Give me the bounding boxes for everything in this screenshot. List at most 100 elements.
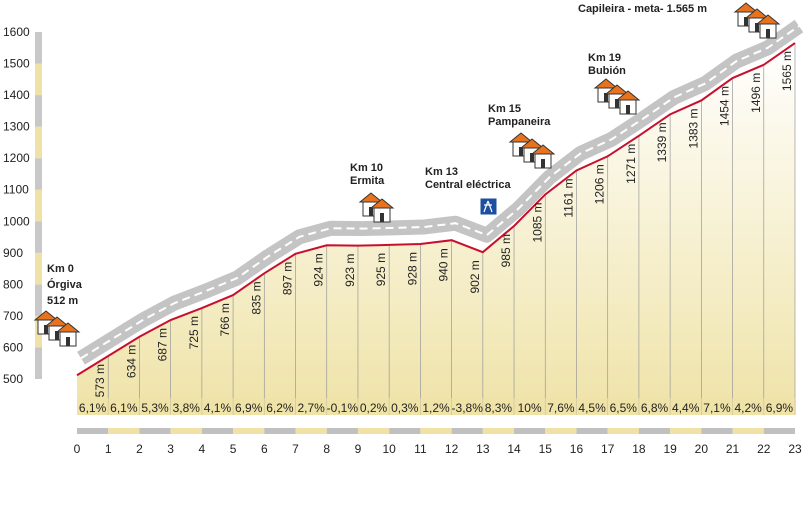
grade-label: 6,2% (266, 401, 294, 415)
x-axis-segment (233, 428, 265, 434)
x-axis-segment (763, 428, 795, 434)
area-fill (77, 43, 795, 416)
grade-label: 0,3% (391, 401, 419, 415)
x-tick-label: 20 (695, 442, 709, 456)
elevation-label: 687 m (156, 328, 170, 361)
house-roof (733, 2, 759, 13)
annotation: Km 10 (350, 162, 383, 174)
elevation-label: 985 m (499, 234, 513, 267)
x-tick-label: 4 (199, 442, 206, 456)
x-axis-segment (670, 428, 702, 434)
x-axis-segment (139, 428, 171, 434)
x-tick-label: 19 (663, 442, 677, 456)
elevation-label: 923 m (343, 254, 357, 287)
y-tick-label: 700 (3, 309, 23, 323)
y-axis-segment (35, 32, 42, 64)
x-axis-segment (389, 428, 421, 434)
grade-label: 6,9% (766, 401, 794, 415)
grade-label: 6,1% (79, 401, 107, 415)
y-tick-label: 1200 (3, 151, 30, 165)
y-axis-segment (35, 126, 42, 159)
y-tick-label: 1400 (3, 88, 30, 102)
road-center (80, 25, 800, 360)
grade-label: 2,7% (297, 401, 325, 415)
grade-label: 10% (518, 401, 542, 415)
grade-label: 7,1% (703, 401, 731, 415)
x-tick-label: 14 (507, 442, 521, 456)
x-tick-label: 6 (261, 442, 268, 456)
house-roof (519, 138, 545, 149)
elevation-label: 1085 m (530, 202, 544, 242)
x-axis-segment (638, 428, 671, 434)
house-door (66, 337, 70, 346)
y-tick-label: 600 (3, 340, 23, 354)
x-axis-segment (420, 428, 452, 434)
x-tick-label: 10 (382, 442, 396, 456)
x-tick-label: 23 (788, 442, 802, 456)
elevation-label: 924 m (312, 253, 326, 286)
elevation-label: 1339 m (655, 122, 669, 162)
grade-label: 0,2% (360, 401, 388, 415)
elevation-label: 1206 m (593, 164, 607, 204)
grade-label: 4,5% (578, 401, 606, 415)
grade-label: 6,9% (235, 401, 263, 415)
elevation-label: 766 m (218, 303, 232, 336)
grade-label: 3,8% (173, 401, 201, 415)
x-axis-segment (576, 428, 608, 434)
grade-label: 4,1% (204, 401, 232, 415)
house-door (369, 207, 373, 216)
y-axis-segment (35, 63, 42, 96)
elevation-label: 573 m (93, 364, 107, 397)
grade-label: -0,1% (327, 401, 359, 415)
house-door (755, 23, 759, 32)
x-axis-segment (482, 428, 515, 434)
grade-label: 8,3% (485, 401, 513, 415)
house-roof (33, 310, 59, 321)
elevation-label: 835 m (249, 281, 263, 314)
y-axis-segment (35, 347, 42, 379)
x-tick-label: 1 (105, 442, 112, 456)
y-tick-label: 1600 (3, 25, 30, 39)
grade-label: 4,2% (734, 401, 762, 415)
elevation-label: 634 m (124, 345, 138, 378)
house-roof (604, 84, 630, 95)
elevation-label: 897 m (281, 262, 295, 295)
y-tick-label: 800 (3, 277, 23, 291)
elevation-label: 928 m (405, 252, 419, 285)
grade-label: 6,5% (610, 401, 638, 415)
y-axis-segment (35, 284, 42, 316)
house-door (626, 105, 630, 114)
x-axis-segment (108, 428, 140, 434)
annotation: 512 m (47, 295, 78, 307)
x-tick-label: 3 (167, 442, 174, 456)
house-door (604, 93, 608, 102)
x-tick-label: 2 (136, 442, 143, 456)
x-tick-label: 15 (539, 442, 553, 456)
elevation-label: 925 m (374, 253, 388, 286)
x-axis-segment (201, 428, 234, 434)
house-roof (358, 192, 384, 203)
grade-row (77, 398, 795, 415)
y-axis-segment (35, 189, 42, 222)
house-door (44, 325, 48, 334)
x-tick-label: 0 (74, 442, 81, 456)
x-axis-segment (545, 428, 577, 434)
elevation-label: 1161 m (561, 178, 575, 217)
house-door (55, 331, 59, 340)
annotation: Ermita (350, 175, 385, 187)
grade-label: 6,1% (110, 401, 138, 415)
sign (479, 197, 498, 216)
annotation: Central eléctrica (425, 179, 511, 191)
x-tick-label: 7 (292, 442, 299, 456)
annotation: Bubión (588, 65, 626, 77)
x-tick-label: 17 (601, 442, 615, 456)
annotation: Km 0 (47, 263, 74, 275)
house-roof (530, 144, 556, 155)
y-axis-segment (35, 252, 42, 285)
house-roof (508, 132, 534, 143)
x-axis-segment (295, 428, 327, 434)
annotation: Km 13 (425, 166, 458, 178)
x-axis-segment (326, 428, 358, 434)
x-tick-label: 13 (476, 442, 490, 456)
